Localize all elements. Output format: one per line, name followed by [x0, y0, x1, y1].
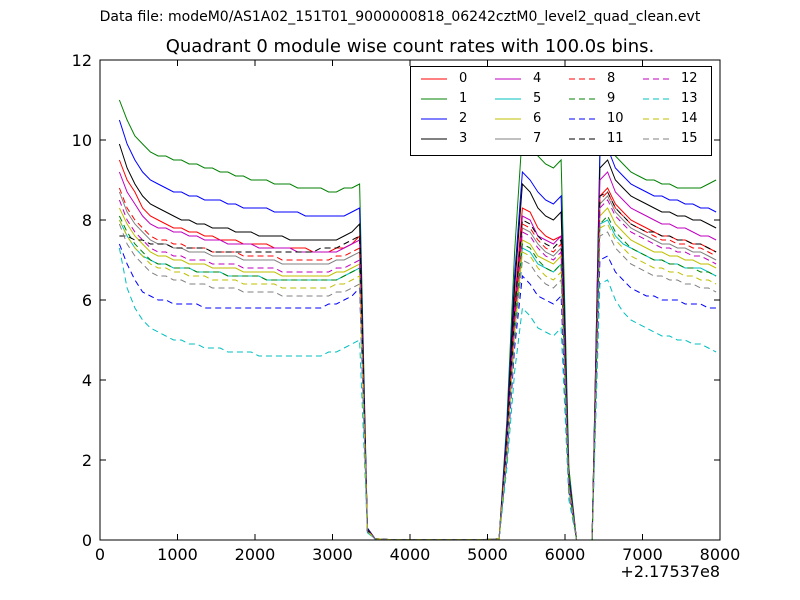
legend-label: 8 [607, 71, 616, 86]
tick-layer: 0 1000 2000 3000 4000 5000 6000 7000 80000246810… [72, 51, 741, 564]
legend-label: 7 [533, 131, 542, 146]
legend-label: 3 [459, 131, 468, 146]
legend-entry-11: 11 [567, 129, 647, 149]
legend-label: 9 [607, 91, 616, 106]
series-line-10 [118, 243, 717, 541]
legend-swatch [495, 78, 521, 80]
x-tick-label: 4000 [390, 545, 431, 564]
legend-entry-8: 8 [567, 69, 647, 89]
x-tick-label: 0 [95, 545, 105, 564]
legend-entry-4: 4 [493, 69, 573, 89]
legend-label: 15 [681, 131, 698, 146]
x-tick-label: 8000 [700, 545, 741, 564]
legend-label: 13 [681, 91, 698, 106]
legend-label: 0 [459, 71, 468, 86]
series-line-9 [118, 215, 717, 541]
legend-label: 10 [607, 111, 624, 126]
legend-entry-5: 5 [493, 89, 573, 109]
legend-entry-7: 7 [493, 129, 573, 149]
legend-entry-14: 14 [641, 109, 721, 129]
legend-swatch [495, 118, 521, 120]
chart-title: Quadrant 0 module wise count rates with … [165, 36, 655, 57]
legend: 0 1 2 3 4 5 6 7 8 9 10 11 12 13 14 15 [410, 66, 712, 156]
legend-label: 5 [533, 91, 542, 106]
y-tick-label: 10 [72, 131, 92, 150]
legend-entry-1: 1 [419, 89, 499, 109]
x-tick-label: 2000 [235, 545, 276, 564]
legend-swatch [643, 98, 669, 100]
legend-swatch [643, 118, 669, 120]
y-tick-label: 6 [82, 291, 92, 310]
y-tick-label: 2 [82, 451, 92, 470]
legend-swatch [421, 98, 447, 100]
legend-label: 1 [459, 91, 468, 106]
legend-label: 4 [533, 71, 542, 86]
legend-swatch [569, 78, 595, 80]
legend-swatch [569, 138, 595, 140]
legend-entry-9: 9 [567, 89, 647, 109]
data-file-suptitle: Data file: modeM0/AS1A02_151T01_90000008… [99, 9, 701, 25]
y-tick-label: 8 [82, 211, 92, 230]
series-line-15 [118, 223, 717, 541]
legend-entry-10: 10 [567, 109, 647, 129]
legend-swatch [421, 118, 447, 120]
y-tick-label: 4 [82, 371, 92, 390]
series-line-11 [119, 191, 717, 541]
legend-entry-13: 13 [641, 89, 721, 109]
legend-label: 2 [459, 111, 468, 126]
x-tick-label: 7000 [622, 545, 663, 564]
legend-entry-15: 15 [641, 129, 721, 149]
x-tick-label: 5000 [467, 545, 508, 564]
legend-swatch [495, 98, 521, 100]
y-tick-label: 0 [82, 531, 92, 550]
legend-label: 11 [607, 131, 624, 146]
legend-entry-12: 12 [641, 69, 721, 89]
legend-entry-0: 0 [419, 69, 499, 89]
legend-swatch [495, 138, 521, 140]
x-tick-label: 1000 [157, 545, 198, 564]
x-axis-offset-label: +2.17537e8 [620, 562, 720, 581]
legend-swatch [421, 138, 447, 140]
x-tick-label: 6000 [545, 545, 586, 564]
legend-entry-6: 6 [493, 109, 573, 129]
x-tick-label: 3000 [312, 545, 353, 564]
legend-entry-3: 3 [419, 129, 499, 149]
legend-swatch [569, 98, 595, 100]
legend-label: 14 [681, 111, 698, 126]
legend-label: 12 [681, 71, 698, 86]
legend-entry-2: 2 [419, 109, 499, 129]
legend-swatch [569, 118, 595, 120]
legend-swatch [421, 78, 447, 80]
legend-label: 6 [533, 111, 542, 126]
legend-swatch [643, 138, 669, 140]
y-tick-label: 12 [72, 51, 92, 70]
legend-swatch [643, 78, 669, 80]
